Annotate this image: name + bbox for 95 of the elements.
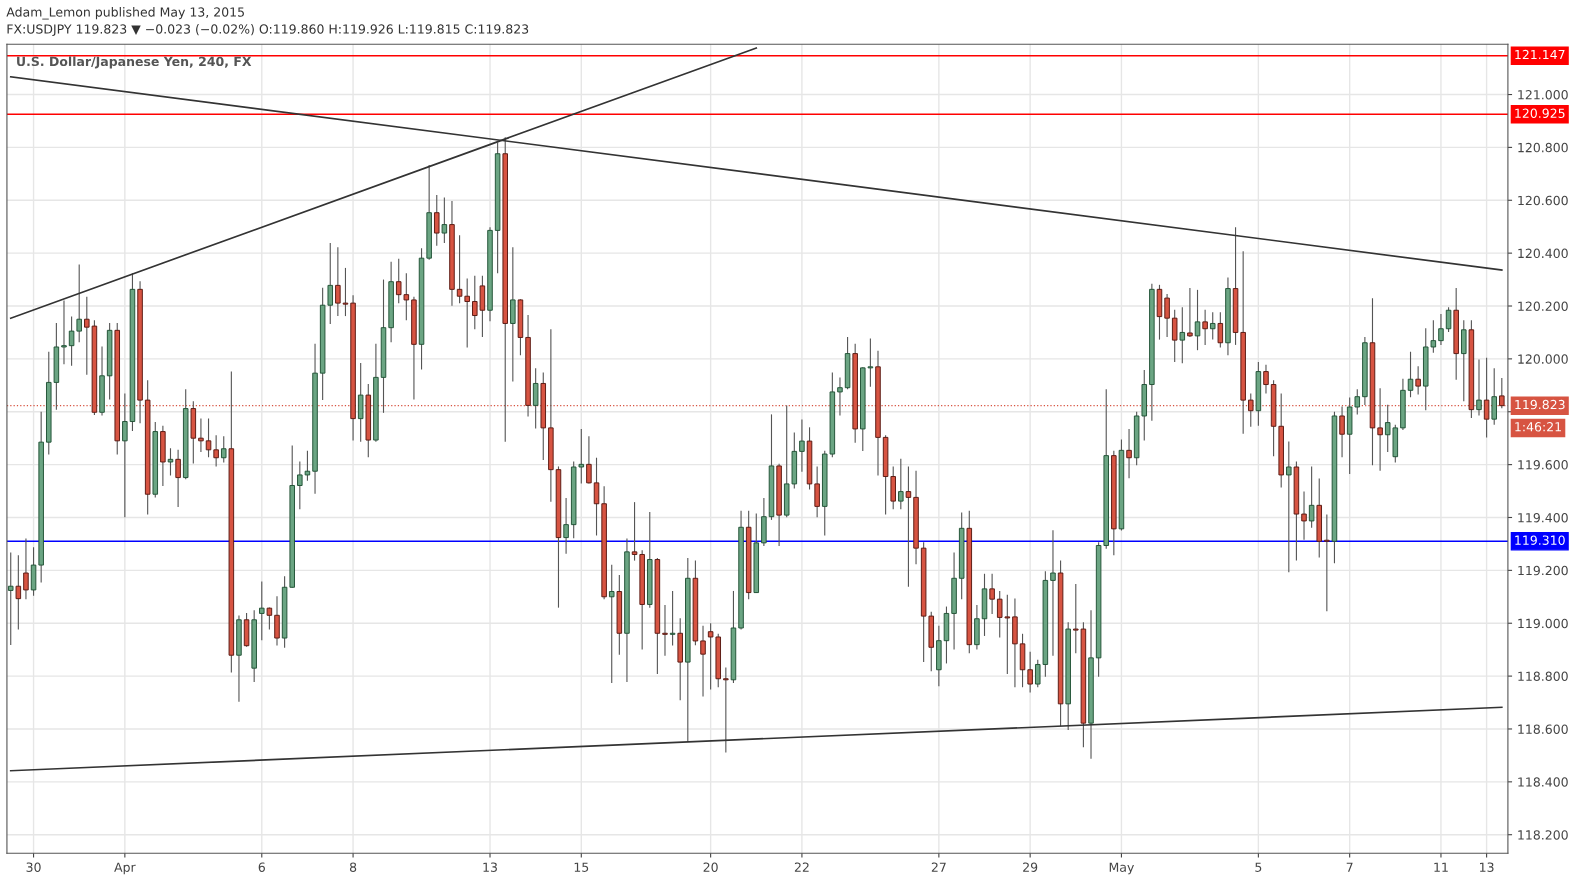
candlestick: [1050, 530, 1056, 656]
x-tick-label: 6: [258, 862, 265, 872]
x-tick-label: May: [1109, 862, 1134, 875]
candlestick: [1126, 428, 1132, 479]
candlestick: [905, 466, 912, 587]
candlestick: [220, 436, 227, 463]
candlestick: [1194, 289, 1201, 351]
y-tick-label: 120.000: [1518, 354, 1568, 364]
candlestick: [1324, 514, 1330, 612]
candlestick: [1217, 312, 1224, 348]
y-tick-label: 119.600: [1518, 460, 1568, 470]
candlestick: [213, 435, 219, 467]
candlestick: [1461, 320, 1467, 402]
chart-title: Adam_Lemon published May 13, 2015: [6, 7, 244, 20]
candlestick: [700, 625, 706, 697]
ref-line-label: 120.925: [1515, 108, 1565, 118]
candlestick: [1027, 651, 1033, 693]
candlestick: [1209, 312, 1216, 340]
candlestick: [441, 197, 448, 244]
y-tick-label: 118.200: [1518, 830, 1568, 840]
candlestick: [631, 502, 638, 561]
candlestick: [1491, 368, 1497, 425]
x-tick-label: 20: [703, 862, 718, 872]
y-tick-label: 119.400: [1518, 512, 1568, 523]
candlestick: [357, 363, 364, 442]
y-tick-label: 120.600: [1518, 195, 1568, 206]
candlestick: [198, 418, 204, 452]
candlestick: [1179, 307, 1186, 364]
y-tick-label: 119.200: [1518, 565, 1568, 576]
x-tick-label: 11: [1434, 862, 1448, 872]
y-tick-label: 119.000: [1518, 618, 1568, 629]
candlestick: [274, 596, 280, 646]
candlestick: [205, 418, 212, 458]
y-tick-label: 118.800: [1518, 671, 1568, 682]
candlestick: [1187, 288, 1193, 337]
candlestick: [1407, 351, 1414, 398]
y-tick-label: 121.000: [1518, 90, 1568, 100]
candlestick: [23, 538, 29, 600]
candlestick: [608, 564, 615, 684]
candlestick: [1301, 491, 1307, 540]
candlestick: [1263, 364, 1269, 394]
candlestick: [510, 247, 516, 382]
candlestick: [837, 377, 843, 416]
annotation: U.S. Dollar/Japanese Yen, 240, FX: [17, 56, 252, 69]
ref-line-label: 121.147: [1515, 49, 1565, 60]
candlestick: [259, 581, 265, 641]
candlestick: [122, 393, 128, 518]
text: 1:46:21: [1515, 422, 1561, 432]
x-tick-label: 29: [1023, 862, 1038, 872]
candlestick: [593, 457, 600, 536]
y-tick-label: 118.400: [1518, 777, 1568, 787]
candlestick: [563, 497, 569, 554]
x-tick-label: 13: [483, 862, 497, 872]
candlestick: [1171, 309, 1178, 363]
candlestick: [1415, 366, 1421, 395]
candlestick: [799, 419, 805, 472]
x-tick-label: 22: [794, 862, 809, 872]
y-tick-label: 120.800: [1518, 142, 1568, 153]
x-tick-label: 27: [931, 862, 946, 872]
x-tick-label: 8: [349, 862, 357, 872]
candlestick: [61, 300, 67, 365]
x-tick-label: 15: [574, 862, 589, 872]
candlestick: [266, 607, 273, 630]
candlestick: [1476, 359, 1482, 416]
candlestick: [167, 448, 174, 476]
candlestick: [532, 368, 539, 429]
chart-subtitle: FX:USDJPY 119.823 ▼ −0.023 (−0.02%) O:119.860 H:119.926 L:119.815 C:119.823: [7, 24, 529, 37]
ref-line-label: 119.310: [1515, 535, 1565, 545]
y-tick-label: 120.200: [1518, 301, 1568, 311]
candlestick: [342, 267, 349, 317]
candlestick: [1164, 294, 1170, 337]
candlestick: [669, 590, 676, 646]
x-tick-label: 30: [26, 862, 41, 872]
candlestick: [335, 247, 341, 317]
candlestick: [1308, 466, 1315, 528]
x-tick-label: 13: [1480, 862, 1494, 872]
candlestick: [586, 436, 592, 484]
candlestick: [814, 466, 820, 518]
candlestick: [15, 555, 22, 630]
candlestick: [723, 667, 729, 753]
candlestick: [1202, 309, 1208, 345]
candlestick: [433, 194, 440, 246]
candlestick: [662, 604, 668, 656]
x-tick-label: Apr: [114, 862, 136, 875]
candlestick: [1286, 441, 1292, 573]
candlestick: [1438, 313, 1444, 345]
candlestick: [989, 573, 995, 615]
ref-line-label: 119.823: [1515, 399, 1565, 410]
candlestick: [175, 449, 181, 507]
y-tick-label: 118.600: [1518, 724, 1568, 734]
x-tick-label: 5: [1255, 862, 1262, 872]
candlestick: [1339, 406, 1345, 458]
candlestick: [898, 458, 904, 510]
x-tick-label: 7: [1346, 862, 1353, 872]
y-tick-label: 120.400: [1518, 248, 1568, 259]
